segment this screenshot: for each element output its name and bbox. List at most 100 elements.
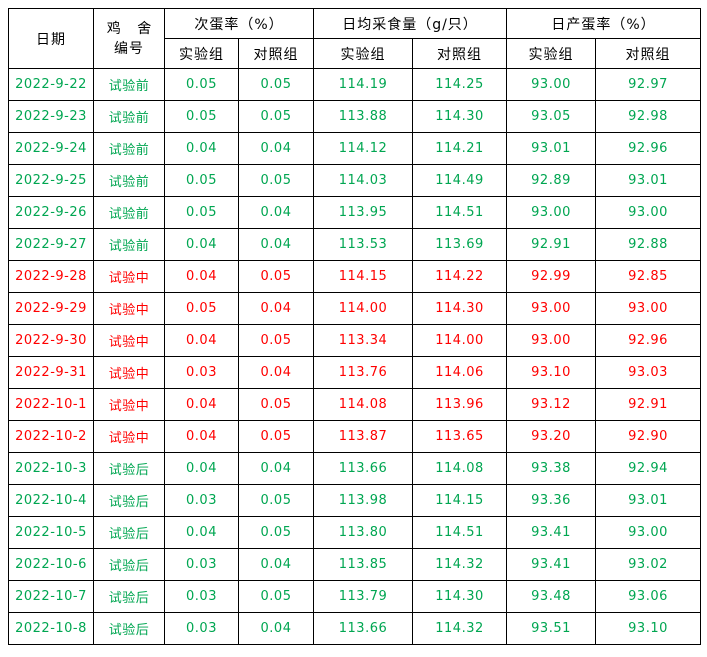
phase-cell: 试验中 (93, 420, 165, 453)
feed-intake-ctrl-cell: 114.00 (411, 324, 508, 357)
date-cell: 2022-10-6 (8, 548, 94, 581)
lay-rate-exp-cell: 93.51 (506, 612, 597, 645)
date-cell: 2022-9-26 (8, 196, 94, 229)
table-row: 2022-10-2 试验中 0.04 0.05 113.87 113.65 93.20 92.… (8, 420, 702, 453)
lay-rate-ctrl-cell: 92.91 (595, 388, 702, 421)
header-feed-ctrl: 对照组 (411, 38, 508, 69)
defect-rate-exp-cell: 0.04 (164, 324, 239, 357)
feed-intake-ctrl-cell: 113.65 (411, 420, 508, 453)
feed-intake-ctrl-cell: 114.30 (411, 100, 508, 133)
lay-rate-exp-cell: 93.12 (506, 388, 597, 421)
header-row-subgroups: 实验组 对照组 实验组 对照组 实验组 对照组 (9, 38, 702, 69)
defect-rate-ctrl-cell: 0.05 (238, 484, 314, 517)
phase-cell: 试验前 (93, 228, 165, 261)
defect-rate-ctrl-cell: 0.04 (238, 612, 314, 645)
date-cell: 2022-9-24 (8, 132, 94, 165)
table-row: 2022-9-31 试验中 0.03 0.04 113.76 114.06 93.10 93.… (8, 356, 702, 389)
lay-rate-ctrl-cell: 92.97 (595, 68, 702, 101)
defect-rate-exp-cell: 0.03 (164, 612, 239, 645)
lay-rate-exp-cell: 92.91 (506, 228, 597, 261)
feed-intake-ctrl-cell: 114.15 (411, 484, 508, 517)
feed-intake-exp-cell: 113.53 (313, 228, 413, 261)
defect-rate-exp-cell: 0.04 (164, 388, 239, 421)
lay-rate-ctrl-cell: 92.96 (595, 132, 702, 165)
phase-cell: 试验中 (93, 324, 165, 357)
date-cell: 2022-10-5 (8, 516, 94, 549)
feed-intake-exp-cell: 113.87 (313, 420, 413, 453)
table-row: 2022-9-23 试验前 0.05 0.05 113.88 114.30 93.05 92.… (8, 100, 702, 133)
header-defect-ctrl: 对照组 (238, 38, 314, 69)
lay-rate-exp-cell: 93.00 (506, 292, 597, 325)
date-cell: 2022-9-22 (8, 68, 94, 101)
header-lay-ctrl: 对照组 (595, 38, 702, 69)
feed-intake-exp-cell: 114.08 (313, 388, 413, 421)
lay-rate-ctrl-cell: 92.90 (595, 420, 702, 453)
table-row: 2022-10-7 试验后 0.03 0.05 113.79 114.30 93.48 93.… (8, 580, 702, 613)
lay-rate-exp-cell: 93.05 (506, 100, 597, 133)
defect-rate-ctrl-cell: 0.05 (238, 420, 314, 453)
defect-rate-ctrl-cell: 0.05 (238, 68, 314, 101)
feed-intake-exp-cell: 113.34 (313, 324, 413, 357)
lay-rate-exp-cell: 93.00 (506, 196, 597, 229)
feed-intake-exp-cell: 114.15 (313, 260, 413, 293)
defect-rate-ctrl-cell: 0.04 (238, 228, 314, 261)
date-cell: 2022-9-28 (8, 260, 94, 293)
defect-rate-exp-cell: 0.05 (164, 164, 239, 197)
header-house-line1: 鸡 舍 (106, 20, 158, 37)
phase-cell: 试验后 (93, 452, 165, 485)
defect-rate-exp-cell: 0.05 (164, 100, 239, 133)
defect-rate-ctrl-cell: 0.04 (238, 452, 314, 485)
header-row-groups: 日期 鸡 舍 编号 次蛋率（%） 日均采食量（g/只） 日产蛋率（%） (8, 8, 702, 69)
feed-intake-ctrl-cell: 114.51 (411, 516, 508, 549)
defect-rate-exp-cell: 0.05 (164, 196, 239, 229)
phase-cell: 试验前 (93, 68, 165, 101)
defect-rate-exp-cell: 0.04 (164, 228, 239, 261)
lay-rate-exp-cell: 93.48 (506, 580, 597, 613)
experiment-data-table: 日期 鸡 舍 编号 次蛋率（%） 日均采食量（g/只） 日产蛋率（%） 实验组 … (8, 8, 702, 645)
defect-rate-ctrl-cell: 0.05 (238, 164, 314, 197)
date-cell: 2022-10-4 (8, 484, 94, 517)
feed-intake-exp-cell: 114.12 (313, 132, 413, 165)
table-row: 2022-10-3 试验后 0.04 0.04 113.66 114.08 93.38 92.… (8, 452, 702, 485)
feed-intake-ctrl-cell: 113.96 (411, 388, 508, 421)
table-row: 2022-10-1 试验中 0.04 0.05 114.08 113.96 93.12 92.… (8, 388, 702, 421)
feed-intake-ctrl-cell: 113.69 (411, 228, 508, 261)
feed-intake-exp-cell: 113.76 (313, 356, 413, 389)
phase-cell: 试验中 (93, 388, 165, 421)
lay-rate-exp-cell: 93.01 (506, 132, 597, 165)
lay-rate-exp-cell: 93.00 (506, 68, 597, 101)
lay-rate-exp-cell: 93.00 (506, 324, 597, 357)
lay-rate-ctrl-cell: 93.00 (595, 196, 702, 229)
lay-rate-ctrl-cell: 93.03 (595, 356, 702, 389)
defect-rate-exp-cell: 0.03 (164, 580, 239, 613)
table-row: 2022-9-28 试验中 0.04 0.05 114.15 114.22 92.99 92.… (8, 260, 702, 293)
date-cell: 2022-9-31 (8, 356, 94, 389)
phase-cell: 试验前 (93, 132, 165, 165)
feed-intake-exp-cell: 113.95 (313, 196, 413, 229)
table-row: 2022-9-24 试验前 0.04 0.04 114.12 114.21 93.01 92.… (8, 132, 702, 165)
table-row: 2022-10-8 试验后 0.03 0.04 113.66 114.32 93.51 93.… (8, 612, 702, 645)
table-row: 2022-10-6 试验后 0.03 0.04 113.85 114.32 93.41 93.… (8, 548, 702, 581)
table-row: 2022-10-4 试验后 0.03 0.05 113.98 114.15 93.36 93.… (8, 484, 702, 517)
feed-intake-exp-cell: 113.85 (313, 548, 413, 581)
date-cell: 2022-9-29 (8, 292, 94, 325)
phase-cell: 试验中 (93, 292, 165, 325)
phase-cell: 试验后 (93, 516, 165, 549)
lay-rate-ctrl-cell: 92.94 (595, 452, 702, 485)
lay-rate-exp-cell: 93.41 (506, 548, 597, 581)
lay-rate-ctrl-cell: 93.00 (595, 516, 702, 549)
feed-intake-exp-cell: 114.03 (313, 164, 413, 197)
phase-cell: 试验前 (93, 164, 165, 197)
header-date: 日期 (8, 8, 94, 69)
feed-intake-ctrl-cell: 114.32 (411, 548, 508, 581)
feed-intake-exp-cell: 113.66 (313, 452, 413, 485)
table-body: 2022-9-22 试验前 0.05 0.05 114.19 114.25 93.00 92.… (8, 68, 702, 645)
table-row: 2022-9-29 试验中 0.05 0.04 114.00 114.30 93.00 93.… (8, 292, 702, 325)
date-cell: 2022-10-7 (8, 580, 94, 613)
defect-rate-ctrl-cell: 0.05 (238, 324, 314, 357)
phase-cell: 试验中 (93, 356, 165, 389)
feed-intake-exp-cell: 113.79 (313, 580, 413, 613)
feed-intake-ctrl-cell: 114.49 (411, 164, 508, 197)
feed-intake-exp-cell: 113.88 (313, 100, 413, 133)
phase-cell: 试验后 (93, 612, 165, 645)
